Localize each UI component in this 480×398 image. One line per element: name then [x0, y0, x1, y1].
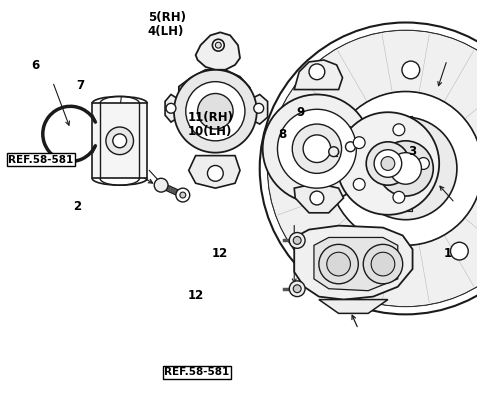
Circle shape	[289, 232, 305, 248]
Circle shape	[292, 124, 342, 174]
Polygon shape	[338, 127, 356, 166]
Circle shape	[154, 178, 168, 192]
Text: 7: 7	[77, 79, 85, 92]
Circle shape	[418, 158, 429, 170]
Circle shape	[303, 135, 331, 162]
Polygon shape	[294, 183, 344, 213]
Circle shape	[329, 147, 338, 156]
Circle shape	[335, 236, 352, 254]
Polygon shape	[189, 156, 240, 188]
Text: 10(LH): 10(LH)	[188, 125, 232, 138]
Circle shape	[378, 141, 433, 196]
Circle shape	[268, 30, 480, 306]
Text: 2: 2	[73, 200, 82, 213]
Circle shape	[293, 285, 301, 293]
Circle shape	[254, 103, 264, 113]
Circle shape	[346, 142, 355, 152]
Circle shape	[263, 94, 371, 203]
Circle shape	[180, 192, 186, 198]
Polygon shape	[319, 300, 388, 313]
Polygon shape	[165, 94, 179, 122]
Text: 3: 3	[408, 145, 416, 158]
Wedge shape	[268, 30, 480, 306]
Text: 6: 6	[31, 59, 39, 72]
Circle shape	[451, 242, 468, 260]
Circle shape	[371, 252, 395, 276]
Circle shape	[309, 64, 325, 80]
Circle shape	[402, 61, 420, 79]
Circle shape	[363, 244, 403, 284]
Circle shape	[174, 70, 257, 153]
Circle shape	[366, 142, 409, 185]
Text: 5(RH): 5(RH)	[148, 12, 186, 24]
Circle shape	[329, 92, 480, 245]
Polygon shape	[196, 32, 240, 70]
Circle shape	[212, 39, 224, 51]
Circle shape	[198, 94, 233, 129]
Circle shape	[381, 156, 395, 170]
Text: 9: 9	[297, 106, 305, 119]
Circle shape	[166, 103, 176, 113]
Polygon shape	[92, 103, 147, 178]
Circle shape	[393, 191, 405, 203]
Circle shape	[277, 109, 356, 188]
Circle shape	[374, 150, 402, 177]
Circle shape	[186, 82, 245, 141]
Text: REF.58-581: REF.58-581	[8, 155, 73, 165]
Circle shape	[393, 124, 405, 136]
Text: 8: 8	[278, 128, 286, 141]
Circle shape	[176, 188, 190, 202]
Circle shape	[353, 137, 365, 148]
Polygon shape	[314, 238, 398, 291]
Circle shape	[106, 127, 133, 155]
Circle shape	[353, 178, 365, 190]
Polygon shape	[294, 60, 343, 90]
Text: 12: 12	[188, 289, 204, 302]
Circle shape	[293, 236, 301, 244]
Circle shape	[113, 134, 127, 148]
Polygon shape	[250, 94, 268, 124]
Circle shape	[260, 23, 480, 314]
Circle shape	[216, 42, 221, 48]
Circle shape	[310, 191, 324, 205]
Text: REF.58-581: REF.58-581	[164, 367, 229, 377]
Circle shape	[390, 153, 421, 184]
Circle shape	[354, 117, 457, 220]
Text: 1: 1	[444, 248, 452, 260]
Circle shape	[207, 166, 223, 181]
Circle shape	[305, 124, 323, 142]
Circle shape	[289, 281, 305, 297]
Text: 4(LH): 4(LH)	[148, 25, 184, 38]
Circle shape	[327, 252, 350, 276]
Text: 11(RH): 11(RH)	[188, 111, 234, 125]
Polygon shape	[294, 226, 412, 300]
Circle shape	[336, 112, 439, 215]
Polygon shape	[179, 70, 253, 141]
Circle shape	[319, 244, 359, 284]
Text: 12: 12	[212, 248, 228, 260]
